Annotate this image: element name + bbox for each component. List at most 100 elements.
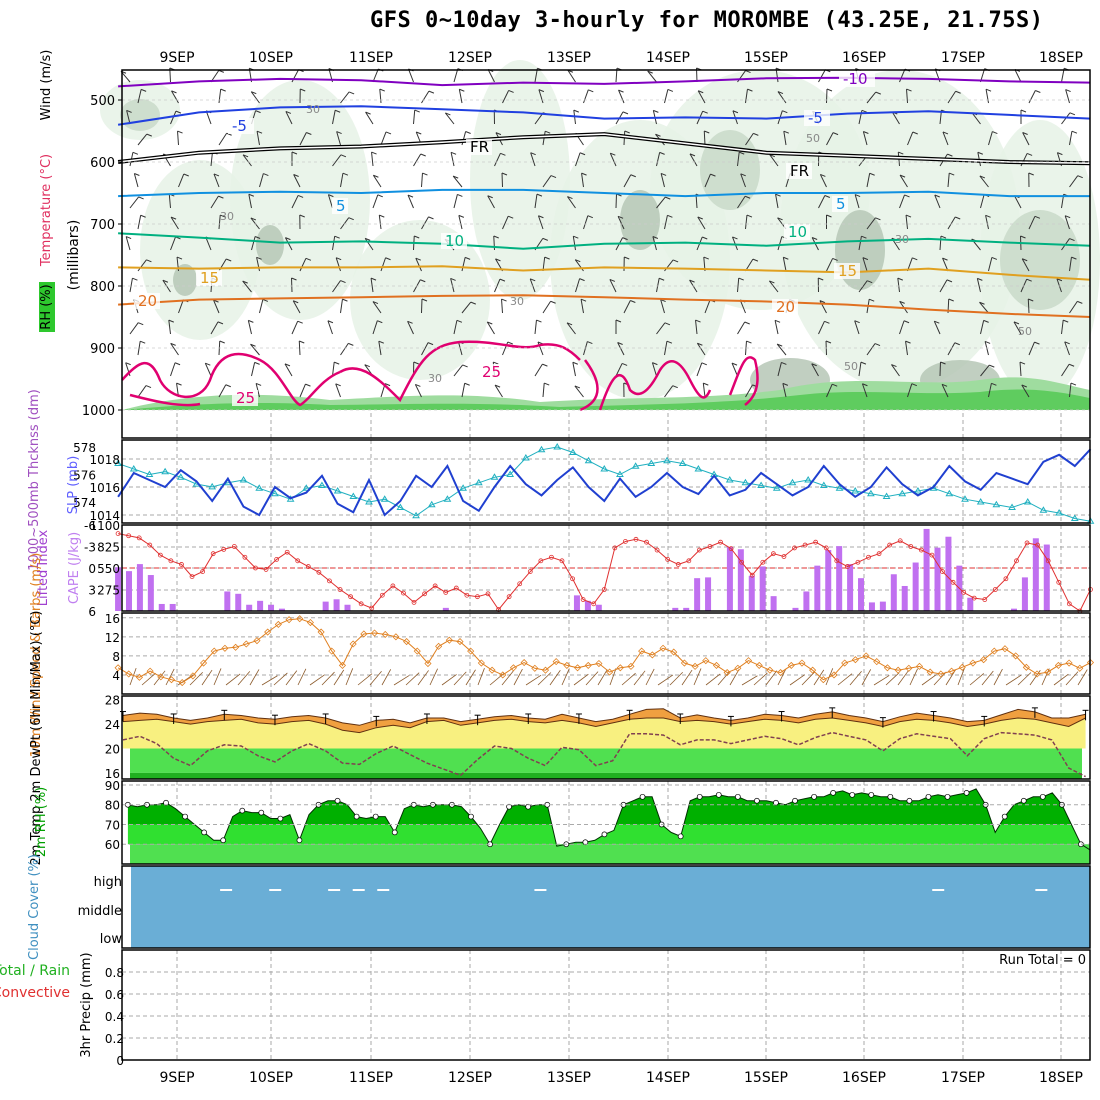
label-bg [786, 163, 812, 179]
wind-barb [380, 257, 387, 272]
wind-barb-flag [171, 90, 177, 94]
temp2m-panel [119, 707, 1089, 779]
wind-barb-10m [837, 673, 853, 686]
thickness-point [208, 482, 217, 490]
x-tick-bottom: 16SEP [842, 1070, 886, 1086]
wind-barb [178, 173, 185, 188]
wind-barb-flag [162, 279, 169, 283]
wind-barb [583, 215, 589, 230]
wind-barb-flag [373, 174, 379, 178]
wind-barb [256, 257, 260, 272]
cape-bar [257, 600, 264, 611]
wind-barb-flag [1057, 152, 1063, 156]
label-bg [441, 233, 467, 249]
wind-barb [137, 215, 142, 230]
wind-barb-10m [273, 672, 288, 686]
wind-barb-10m [621, 672, 636, 686]
wind-barb-flag [428, 90, 435, 94]
wind-barb-flag [731, 362, 738, 366]
rh-contour-label: 30 [306, 103, 320, 116]
rh-band-low [130, 844, 1090, 864]
wind-barb-10m [705, 673, 721, 686]
cloud-gap [932, 889, 945, 891]
wind-barb-flag [1026, 152, 1033, 156]
wind-barb [407, 321, 414, 335]
wind-speed-point [691, 662, 699, 670]
thickness-point [1039, 506, 1048, 513]
wind-barb-10m [777, 668, 787, 686]
isotherm-label: -5 [232, 117, 247, 135]
wind-speed-point [253, 637, 261, 645]
wind-barb-flag [500, 152, 506, 156]
wind-barb-10m [1053, 673, 1069, 686]
wind-speed-point [712, 661, 721, 669]
wind-barb-flag [457, 193, 463, 197]
wind-barb [413, 153, 422, 167]
wind-speed-point [851, 656, 859, 664]
thickness-point [161, 467, 170, 475]
thickness-point [365, 498, 373, 505]
wind-barb-10m [189, 671, 204, 686]
wind-barb [1069, 383, 1072, 398]
wind-barb [826, 384, 833, 398]
wind-barb-flag [984, 340, 991, 344]
wind-barb [332, 110, 336, 125]
wind-barb [450, 278, 455, 293]
label-bg [839, 71, 875, 87]
wind-barb [862, 131, 868, 146]
wind-barb [372, 320, 378, 335]
thickness-point [584, 456, 593, 464]
wind-barb-10m [597, 669, 608, 686]
wind-barb [818, 69, 826, 83]
wind-barb [783, 131, 787, 146]
rh-point [601, 831, 608, 838]
wind-barb [988, 257, 993, 272]
cape-bar [847, 564, 854, 611]
y-tick-precip: 0.6 [105, 988, 124, 1002]
wind-barb [299, 383, 306, 398]
wind-barb-flag [254, 361, 260, 365]
rh-point [754, 797, 760, 804]
wind-barb-flag [667, 88, 674, 92]
thickness-point [427, 500, 436, 508]
wind-barb [818, 321, 825, 335]
wind-barb-flag [861, 109, 868, 113]
wind-barb-flag [702, 236, 708, 240]
wind-barb [327, 320, 333, 335]
cape-bar [595, 604, 602, 611]
wind-barb-flag [940, 361, 946, 365]
x-tick-bottom: 11SEP [349, 1070, 393, 1086]
li-point [1035, 542, 1041, 548]
wind-barb [537, 215, 544, 230]
wind-barb-10m [333, 669, 345, 686]
wind-barb-flag [335, 383, 341, 387]
wind-barb [664, 341, 668, 356]
label-bg [196, 270, 222, 286]
wind-barb-flag [335, 257, 342, 261]
cape-bar [1021, 577, 1028, 611]
wind-barb [133, 173, 139, 188]
cape-bar [912, 562, 919, 611]
wind-barb [461, 301, 472, 314]
wind-barb [170, 216, 179, 230]
wind-barb [250, 343, 260, 356]
li-point [686, 558, 692, 564]
y-tick-cape: 275 [97, 584, 120, 598]
wind-barb-flag [783, 130, 789, 134]
wind-barb [1014, 69, 1022, 83]
wind-barb-flag [991, 256, 998, 260]
wind-barb-10m [381, 669, 392, 686]
wind-barb-flag [942, 257, 948, 261]
wind-barb-flag [213, 173, 220, 177]
thickness-point [521, 454, 530, 461]
wind-barb-flag [414, 235, 420, 239]
li-point [475, 594, 480, 600]
wind-barb-flag [874, 343, 881, 346]
wind-barb-flag [507, 341, 513, 345]
cloud-panel [131, 866, 1090, 948]
cape-bar [268, 604, 275, 611]
wind-barb [530, 152, 536, 167]
x-tick-bottom: 18SEP [1039, 1070, 1083, 1086]
wind-barb [534, 320, 537, 335]
wind-barb-10m [849, 670, 862, 686]
